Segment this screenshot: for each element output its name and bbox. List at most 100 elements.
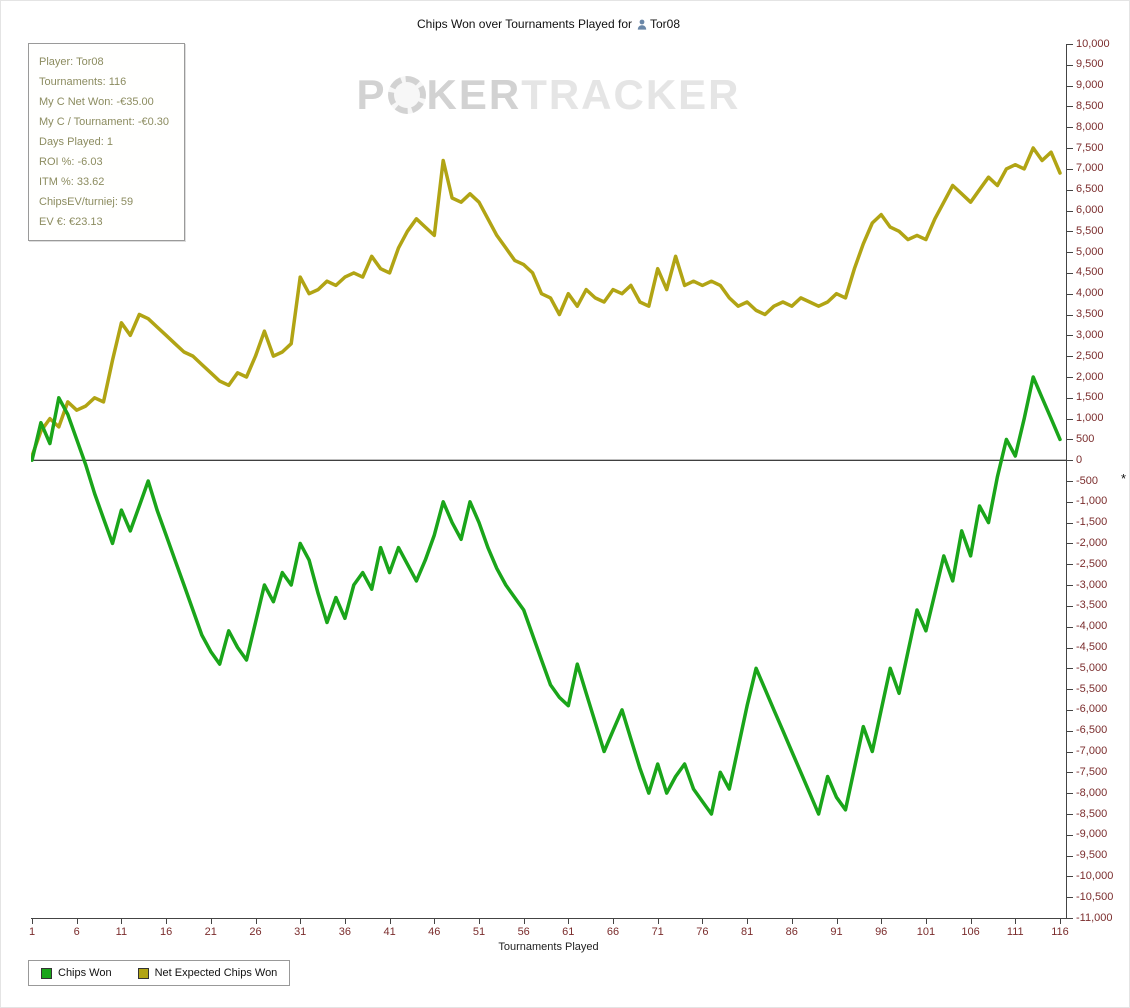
legend-label: Chips Won [58, 967, 112, 979]
y-tick-label: -10,500 [1076, 890, 1114, 903]
x-tick-label: 36 [338, 926, 352, 938]
x-tick [1060, 919, 1061, 924]
y-tick [1067, 148, 1073, 149]
y-tick [1067, 647, 1073, 649]
x-tick-label: 56 [517, 926, 530, 938]
x-tick-label: 61 [562, 926, 575, 938]
x-tick-label: 21 [204, 926, 217, 938]
x-tick [1015, 919, 1017, 924]
x-tick [791, 919, 793, 924]
watermark-text: KER [426, 71, 522, 118]
x-tick [166, 919, 168, 924]
y-tick-label: 1,000 [1076, 412, 1104, 425]
x-tick [121, 919, 123, 924]
series-line-chips-won [31, 375, 1062, 816]
x-tick [255, 919, 257, 924]
x-tick-label: 46 [428, 926, 441, 938]
y-tick-label: -11,000 [1076, 911, 1113, 924]
y-tick [1067, 834, 1073, 836]
stat-line: My C Net Won: -€35.00 [39, 96, 154, 108]
y-tick-label: 6,500 [1076, 183, 1104, 196]
watermark-text: TRACKER [521, 71, 741, 118]
legend-swatch-icon [137, 967, 149, 979]
y-tick [1067, 689, 1073, 691]
x-tick [568, 919, 570, 924]
watermark-text: P [356, 71, 387, 118]
y-tick [1067, 730, 1073, 732]
y-tick-label: 1,500 [1076, 391, 1104, 404]
poker-chip-icon [387, 76, 426, 114]
y-tick-label: 0 [1076, 453, 1083, 466]
legend-item: Net Expected Chips Won [137, 967, 278, 979]
x-tick-label: 41 [383, 926, 396, 938]
x-tick [479, 919, 480, 924]
y-tick-label: 2,000 [1076, 370, 1104, 383]
stat-line: EV €: €23.13 [39, 216, 103, 228]
y-tick [1067, 231, 1073, 233]
y-tick [1067, 127, 1073, 129]
x-tick-label: 91 [830, 926, 843, 938]
x-tick [881, 919, 883, 924]
x-axis-line [31, 918, 1067, 919]
x-tick-label: 111 [1006, 926, 1024, 938]
x-tick-label: 101 [916, 926, 936, 938]
y-tick-label: 4,000 [1076, 287, 1104, 300]
y-tick [1067, 377, 1073, 378]
y-tick [1067, 252, 1073, 254]
y-tick [1067, 335, 1073, 337]
chart-title-player: Tor08 [649, 17, 681, 31]
x-tick-label: 16 [159, 926, 173, 938]
y-tick [1067, 585, 1073, 586]
x-tick [657, 919, 659, 924]
x-tick [32, 919, 33, 924]
y-tick-label: -2,500 [1076, 557, 1108, 570]
y-tick-label: 5,000 [1076, 245, 1104, 258]
y-tick-label: -3,000 [1076, 578, 1108, 591]
y-tick-label: 4,500 [1076, 266, 1104, 279]
y-tick [1067, 897, 1073, 899]
y-tick-label: -6,500 [1076, 724, 1108, 737]
y-tick-label: -5,500 [1076, 682, 1108, 695]
stat-line: ITM %: 33.62 [39, 176, 105, 188]
y-tick-label: -8,500 [1076, 807, 1108, 820]
y-tick [1067, 439, 1073, 441]
axis-annotation: * [1121, 471, 1127, 486]
y-tick-label: -9,000 [1076, 828, 1108, 841]
x-tick-label: 6 [73, 926, 80, 938]
y-tick [1067, 356, 1073, 358]
x-tick-label: 81 [740, 926, 754, 938]
y-tick [1067, 522, 1073, 524]
x-tick [210, 919, 212, 924]
y-tick [1067, 168, 1073, 170]
stat-line: Player: Tor08 [39, 56, 104, 68]
y-tick-label: 2,500 [1076, 349, 1104, 362]
y-tick [1067, 85, 1073, 87]
legend-swatch-icon [41, 967, 52, 979]
x-tick-label: 1 [28, 926, 36, 938]
legend-label: Net Expected Chips Won [154, 967, 278, 979]
y-tick [1067, 314, 1073, 316]
y-tick-label: -2,000 [1076, 536, 1108, 549]
x-tick [76, 919, 78, 924]
y-tick [1067, 751, 1073, 753]
y-tick-label: -9,500 [1076, 849, 1108, 862]
y-tick-label: -3,500 [1076, 599, 1108, 612]
x-tick [747, 919, 749, 924]
y-tick [1067, 397, 1073, 399]
y-tick [1067, 543, 1073, 545]
y-tick-label: 8,500 [1076, 99, 1104, 112]
y-tick-label: 6,000 [1076, 204, 1104, 216]
y-tick-label: 7,500 [1076, 141, 1104, 154]
y-tick-label: 10,000 [1076, 37, 1110, 50]
x-tick-label: 96 [875, 926, 888, 938]
y-tick [1067, 501, 1073, 503]
chart-title: Chips Won over Tournaments Played for Tor… [31, 17, 1066, 33]
y-tick [1067, 106, 1073, 108]
x-tick-label: 66 [606, 926, 620, 938]
y-tick-label: 9,000 [1076, 79, 1104, 92]
stat-line: Tournaments: 116 [39, 76, 127, 88]
y-tick-label: -6,000 [1076, 703, 1108, 716]
y-tick [1067, 189, 1073, 191]
stat-line: ChipsEV/turniej: 59 [39, 196, 134, 208]
